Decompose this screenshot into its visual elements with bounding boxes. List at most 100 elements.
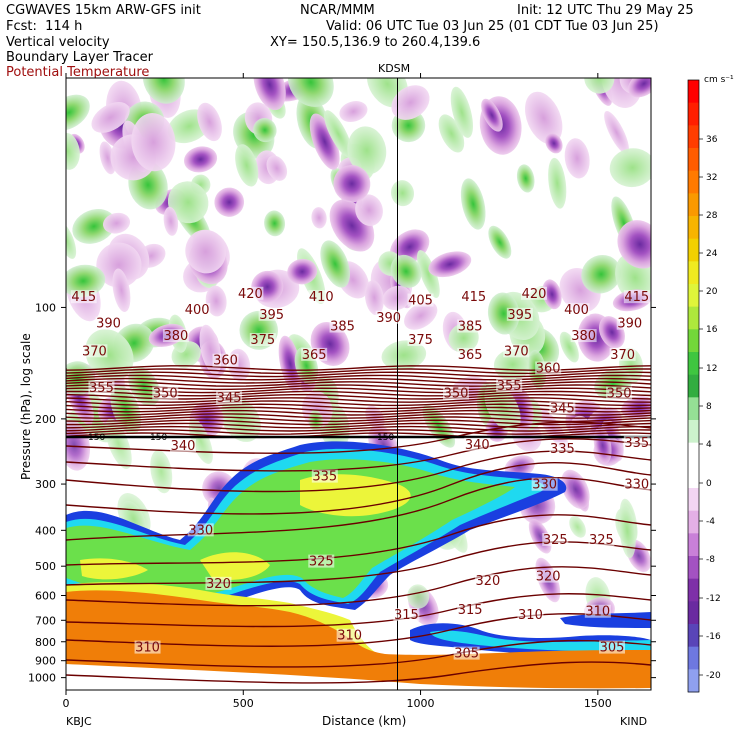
downdraft-cell xyxy=(339,101,368,122)
init-time: Init: 12 UTC Thu 29 May 25 xyxy=(517,3,694,18)
y-tick-label: 800 xyxy=(35,636,56,649)
isentrope-line xyxy=(66,419,651,426)
theta-label-backing xyxy=(205,576,232,590)
colorbar-swatch xyxy=(688,261,699,285)
downdraft-cell xyxy=(197,102,222,142)
updraft-cell xyxy=(347,126,387,175)
isentrope-line xyxy=(66,593,651,628)
forecast-hour: Fcst: 114 h xyxy=(6,19,83,34)
theta-contour-label: 375 xyxy=(250,333,275,348)
isentrope-line xyxy=(66,566,651,607)
theta-label-backing xyxy=(162,329,189,343)
isentrope-line xyxy=(66,477,651,541)
theta-label-backing xyxy=(549,441,576,455)
x-axis: 0 500 1000 1500 xyxy=(63,73,612,710)
isentrope-line xyxy=(66,462,651,515)
theta-contour-label: 420 xyxy=(238,287,263,302)
field-name-vertical-velocity: Vertical velocity xyxy=(6,35,110,50)
downdraft-cell xyxy=(403,301,438,330)
isentrope-line xyxy=(66,384,651,391)
theta-label-backing xyxy=(531,477,558,491)
theta-label-backing xyxy=(506,307,533,321)
isentrope-line xyxy=(66,450,651,493)
updraft-cell xyxy=(460,178,486,230)
theta-label-backing xyxy=(496,378,523,392)
theta-label-backing xyxy=(453,646,480,660)
downdraft-cell xyxy=(525,91,563,145)
colorbar-swatch xyxy=(688,533,699,557)
theta-label-backing xyxy=(588,532,615,546)
y-tick-label: 700 xyxy=(35,614,56,627)
updraft-cell xyxy=(324,110,353,158)
isentrope-line xyxy=(66,377,651,384)
theta-contour-label: 360 xyxy=(213,354,238,369)
theta-contour-label: 330 xyxy=(624,478,649,493)
institution-label: NCAR/MMM xyxy=(300,3,375,18)
isentrope-line xyxy=(66,371,651,378)
downdraft-cell xyxy=(333,165,371,203)
theta-label-backing xyxy=(329,319,356,333)
theta-contour-labels: 420 415 410 405 415 420 415 400 395 390 395 400 390 3… xyxy=(70,286,650,662)
x-tick-label: 500 xyxy=(233,697,254,710)
y-axis-title: Pressure (hPa), log scale xyxy=(19,333,33,480)
colorbar-label: 8 xyxy=(706,402,712,412)
x-axis-title: Distance (km) xyxy=(322,714,406,728)
theta-label-backing xyxy=(81,344,108,358)
downdraft-cell xyxy=(266,155,288,181)
colorbar-swatch xyxy=(688,420,699,444)
updraft-cell xyxy=(416,250,440,298)
isentrope-line xyxy=(66,397,651,403)
downdraft-cell xyxy=(542,279,562,310)
downdraft-cell xyxy=(628,78,651,98)
downdraft-cell xyxy=(131,113,176,172)
theta-contour-label: 305 xyxy=(454,647,479,662)
downdraft-cell xyxy=(112,268,131,313)
colorbar-swatch xyxy=(688,306,699,330)
colorbar-swatch xyxy=(688,646,699,670)
theta-label-backing xyxy=(70,290,97,304)
updraft-cell xyxy=(581,254,621,294)
colorbar-swatch xyxy=(688,216,699,240)
theta-contour-label: 365 xyxy=(458,348,483,363)
right-endpoint-label: KIND xyxy=(620,715,647,728)
downdraft-cell xyxy=(91,102,130,133)
updraft-cell xyxy=(235,144,259,187)
theta-label-backing xyxy=(393,608,420,622)
theta-contour-label: 350 xyxy=(607,387,632,402)
theta-contour-label: 325 xyxy=(309,555,334,570)
y-axis: 100 200 300 400 500 600 700 800 900 1000 xyxy=(28,301,656,685)
theta-label-backing xyxy=(216,391,243,405)
theta-contour-label: 355 xyxy=(497,379,522,394)
upper-right-tracer-band xyxy=(560,612,651,628)
theta-contour-label: 325 xyxy=(589,533,614,548)
theta-label-backing xyxy=(336,628,363,642)
downdraft-cell xyxy=(364,280,384,316)
theta-label-backing xyxy=(563,303,590,317)
theta-label-backing xyxy=(443,386,469,400)
colorbar-swatch xyxy=(688,284,699,308)
theta-contour-label: 310 xyxy=(518,608,543,623)
theta-contour-label: 390 xyxy=(96,317,121,332)
isentrope-line xyxy=(66,374,651,381)
theta-label-backing xyxy=(599,640,625,654)
x-tick-label: 0 xyxy=(63,697,70,710)
theta-label-backing xyxy=(187,523,214,537)
y-tick-label: 300 xyxy=(35,478,56,491)
y-tick-label: 600 xyxy=(35,590,56,603)
theta-contour-label: 365 xyxy=(302,348,327,363)
updraft-cell xyxy=(381,340,427,371)
theta-contour-label: 400 xyxy=(564,303,589,318)
theta-contour-label: 415 xyxy=(624,290,649,305)
updraft-cell xyxy=(72,209,116,244)
y-tick-label: 900 xyxy=(35,655,56,668)
isentrope-line xyxy=(66,393,651,400)
colorbar-swatch xyxy=(688,125,699,149)
colorbar-label: 36 xyxy=(706,135,718,145)
isentrope-line xyxy=(66,413,651,419)
colorbar-swatch xyxy=(688,669,699,693)
theta-contour-label: 315 xyxy=(458,603,483,618)
theta-label-backing xyxy=(623,477,650,491)
downdraft-cell xyxy=(481,98,503,132)
colorbar-swatch xyxy=(688,624,699,648)
